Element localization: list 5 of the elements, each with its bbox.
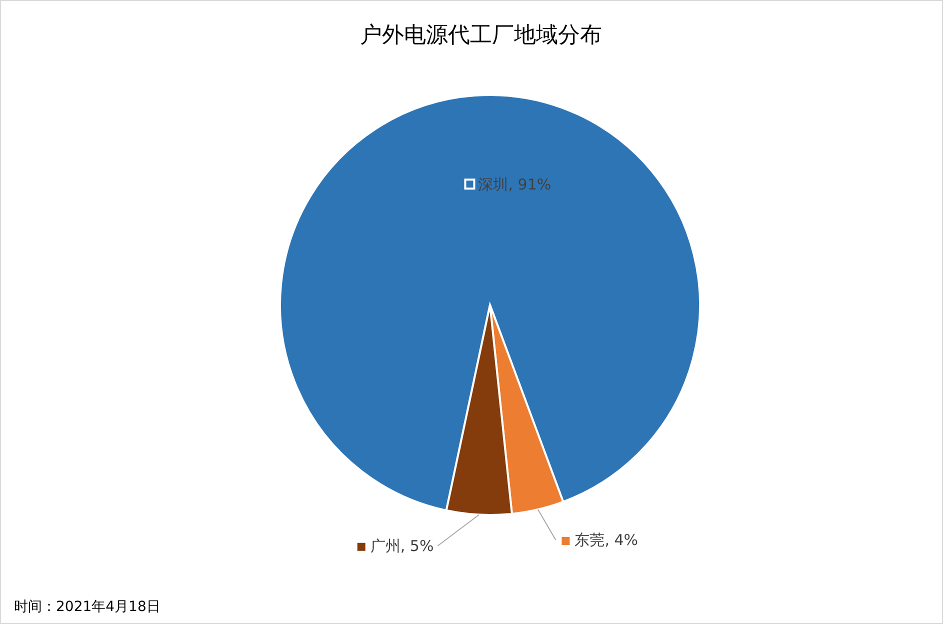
- legend-label: 深圳, 91%: [478, 176, 552, 194]
- chart-title: 户外电源代工厂地域分布: [360, 23, 602, 48]
- legend-label: 东莞, 4%: [574, 530, 638, 549]
- legend-label: 广州, 5%: [370, 536, 434, 555]
- text: 时间：2021年4月18日: [14, 599, 160, 615]
